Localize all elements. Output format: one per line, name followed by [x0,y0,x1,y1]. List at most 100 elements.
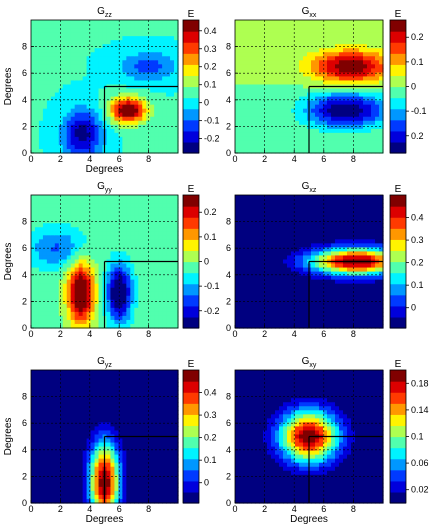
heatmap-cell [323,88,328,94]
heatmap-cell [339,68,344,73]
heatmap-cell [34,68,40,73]
heatmap-cell [154,283,159,289]
heatmap-cell [106,307,112,313]
heatmap-cell [291,195,296,200]
heatmap-cell [86,287,92,293]
heatmap-cell [279,44,284,49]
heatmap-cell [327,92,332,98]
heatmap-cell [42,315,48,321]
heatmap-cell [319,315,324,321]
heatmap-cell [162,96,167,102]
heatmap-cell [335,307,340,313]
heatmap-cell [31,40,36,45]
heatmap-cell [122,211,127,216]
heatmap-cell [259,56,264,61]
heatmap-cell [126,68,131,73]
heatmap-cell [118,255,123,261]
heatmap-cell [94,235,100,240]
heatmap-cell [50,124,56,130]
heatmap-cell [62,80,68,86]
colorbar-tick-label: -0.1 [204,116,220,126]
heatmap-cell [263,72,268,78]
heatmap-cell [50,231,56,236]
heatmap-cell [243,48,248,53]
heatmap-cell [31,203,36,208]
heatmap-cell [94,20,100,25]
heatmap-cell [166,108,171,114]
heatmap-cell [146,56,151,61]
heatmap-cell [355,219,360,224]
heatmap-cell [34,20,40,25]
heatmap-cell [367,291,372,297]
heatmap-cell [379,40,384,45]
heatmap-cell [154,255,159,261]
heatmap-cell [94,319,100,325]
heatmap-cell [343,219,348,224]
heatmap-cell [66,80,72,86]
heatmap-cell [130,52,135,57]
heatmap-cell [291,20,296,25]
heatmap-cell [351,128,356,134]
heatmap-cell [291,315,296,321]
heatmap-cell [287,120,292,126]
heatmap-cell [54,136,60,142]
heatmap-cell [275,235,280,240]
heatmap-cell [295,215,300,220]
heatmap-cell [267,32,272,37]
heatmap-cell [371,247,376,253]
heatmap-cell [367,100,372,106]
heatmap-cell [267,148,272,154]
heatmap-cell [287,203,292,208]
heatmap-cell [323,104,328,110]
heatmap-cell [70,235,76,240]
heatmap-cell [34,80,40,86]
heatmap-cell [42,207,48,212]
heatmap-cell [134,295,139,301]
y-tick-label: 2 [22,121,27,131]
heatmap-cell [134,124,139,130]
heatmap-cell [355,80,360,86]
heatmap-cell [42,116,48,122]
heatmap-cell [62,96,68,102]
heatmap-cell [235,239,240,244]
heatmap-cell [247,148,252,154]
heatmap-cell [62,283,68,289]
heatmap-cell [355,40,360,45]
colorbar-swatch [390,64,406,77]
heatmap-cell [46,100,52,106]
heatmap-cell [134,108,139,114]
heatmap-cell [118,96,123,102]
heatmap-cell [363,148,368,154]
heatmap-cell [279,263,284,269]
heatmap-cell [170,295,175,301]
heatmap-cell [351,68,356,73]
heatmap-cell [351,271,356,277]
heatmap-cell [263,124,268,130]
heatmap-cell [363,76,368,82]
heatmap-cell [86,28,92,33]
heatmap-cell [259,32,264,37]
heatmap-cell [299,251,304,257]
heatmap-cell [31,104,36,110]
heatmap-cell [343,72,348,78]
heatmap-cell [239,199,244,204]
heatmap-cell [335,223,340,228]
heatmap-cell [122,239,127,244]
heatmap-cell [50,88,56,94]
heatmap-cell [31,144,36,150]
heatmap-cell [142,211,147,216]
heatmap-cell [287,92,292,98]
heatmap-cell [74,76,80,82]
heatmap-cell [307,52,312,57]
heatmap-cell [94,251,100,257]
heatmap-cell [367,60,372,65]
heatmap-cell [86,311,92,317]
heatmap-cell [142,116,147,122]
heatmap-cell [243,267,248,273]
heatmap-cell [275,64,280,69]
heatmap-cell [118,136,123,142]
heatmap-cell [62,20,68,25]
heatmap-cell [166,275,171,281]
heatmap-cell [118,144,123,150]
heatmap-cell [275,255,280,261]
